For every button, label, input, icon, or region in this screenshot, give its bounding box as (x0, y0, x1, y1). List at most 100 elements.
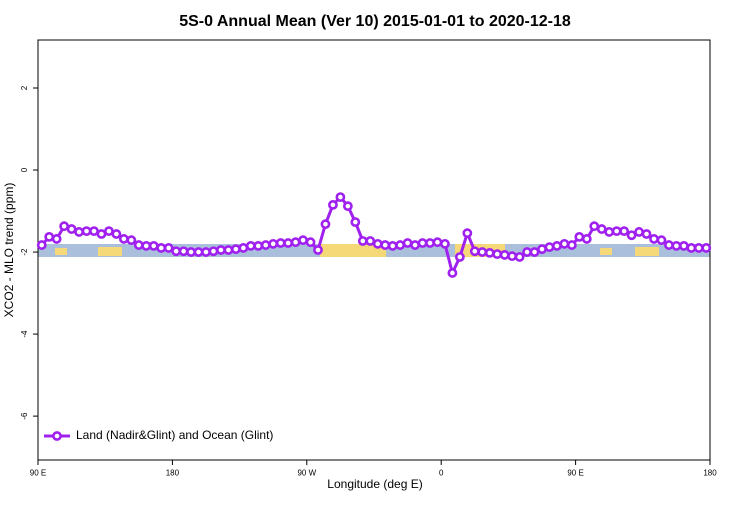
data-point (193, 247, 204, 257)
data-point (402, 238, 413, 248)
data-point (604, 227, 615, 237)
x-tick-label: 90 W (297, 469, 316, 478)
data-point (649, 234, 659, 244)
data-point (104, 226, 114, 237)
data-point (596, 224, 607, 234)
data-point (238, 243, 249, 253)
data-point (432, 237, 443, 248)
data-point (656, 235, 667, 246)
y-tick-label: 2 (20, 85, 29, 90)
data-point (537, 244, 547, 255)
data-point (693, 243, 704, 253)
data-point (66, 224, 77, 234)
data-point (178, 246, 189, 257)
data-point (156, 243, 167, 253)
chart-title: 5S-0 Annual Mean (Ver 10) 2015-01-01 to … (179, 13, 571, 30)
data-point (305, 237, 316, 248)
y-tick-label: 0 (20, 167, 29, 172)
data-point (678, 240, 689, 251)
legend-label: Land (Nadir&Glint) and Ocean (Glint) (76, 428, 273, 442)
x-tick-label: 90 E (567, 469, 583, 478)
data-point (275, 238, 286, 248)
data-point (365, 236, 376, 246)
data-point (283, 238, 294, 248)
data-point (462, 228, 473, 239)
legend-marker (52, 431, 62, 441)
data-point (395, 240, 406, 250)
data-point (89, 226, 99, 237)
data-point (44, 231, 55, 242)
data-point (514, 252, 525, 262)
data-point (268, 238, 279, 249)
data-point (522, 247, 532, 257)
x-tick-label: 90 E (30, 469, 46, 478)
data-point (552, 240, 562, 251)
data-point (559, 238, 570, 249)
data-point (81, 226, 92, 237)
land-patch (98, 247, 122, 256)
y-axis-label: XCO2 - MLO trend (ppm) (2, 183, 16, 318)
x-axis-label: Longitude (deg E) (327, 477, 422, 491)
data-point (59, 221, 70, 232)
data-point (574, 231, 585, 242)
data-point (634, 227, 644, 237)
data-point (36, 240, 47, 250)
data-point (417, 238, 428, 248)
data-point (440, 238, 450, 249)
data-point (208, 246, 219, 257)
data-point (260, 240, 271, 250)
data-point (589, 221, 600, 232)
land-patch (320, 244, 386, 257)
data-point (141, 240, 152, 251)
y-tick-label: -6 (20, 412, 29, 420)
data-point (380, 240, 391, 250)
data-point (216, 245, 226, 255)
data-point (133, 240, 144, 250)
x-tick-label: 180 (166, 469, 180, 478)
data-point (469, 246, 480, 257)
data-point (74, 227, 84, 237)
data-point (186, 247, 196, 257)
data-point (223, 245, 234, 255)
data-point (664, 240, 674, 250)
data-point (454, 252, 465, 262)
data-point (507, 251, 518, 262)
data-point (492, 249, 503, 260)
data-point (410, 240, 420, 250)
data-point (342, 201, 353, 212)
data-point (387, 240, 398, 251)
data-point (626, 230, 637, 241)
data-point (686, 243, 697, 253)
x-tick-label: 0 (439, 469, 444, 478)
data-point (499, 250, 510, 260)
land-patch (600, 248, 612, 255)
data-point (290, 237, 301, 248)
data-point (298, 235, 308, 246)
data-point (447, 268, 458, 278)
data-point (477, 247, 488, 257)
data-point (118, 234, 129, 244)
data-point (641, 229, 652, 239)
data-point (328, 199, 338, 210)
data-point (350, 217, 361, 228)
data-point (671, 240, 682, 251)
legend: Land (Nadir&Glint) and Ocean (Glint) (44, 428, 273, 442)
land-patch (55, 248, 67, 255)
data-point (701, 243, 712, 253)
data-point (171, 246, 182, 257)
data-point (566, 240, 577, 250)
land-patch (635, 247, 659, 256)
data-point (201, 247, 211, 257)
data-point (372, 238, 383, 249)
data-point (425, 238, 435, 248)
data-point (96, 229, 107, 239)
data-point (619, 226, 630, 237)
data-point (581, 234, 592, 244)
data-point (126, 235, 137, 246)
data-point (163, 243, 174, 253)
data-point (357, 236, 368, 246)
x-tick-label: 180 (703, 469, 717, 478)
y-tick-label: -4 (20, 330, 29, 338)
data-point (51, 234, 62, 244)
